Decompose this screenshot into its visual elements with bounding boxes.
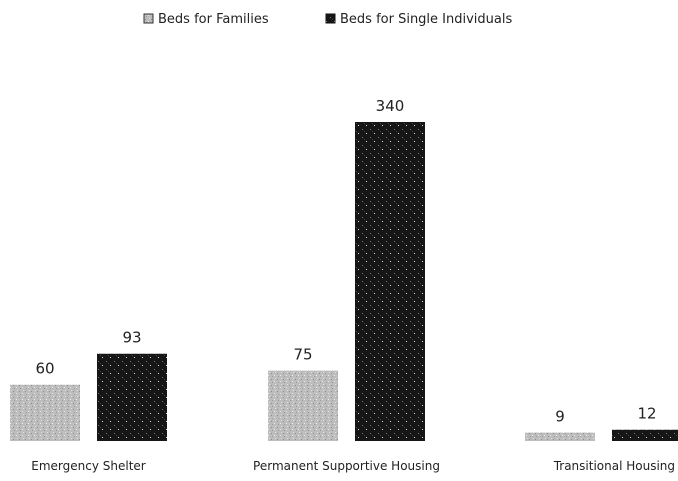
value-label-transitional-housing-families: 9 xyxy=(555,408,565,426)
value-label-emergency-shelter-singles: 93 xyxy=(122,329,141,347)
bar-transitional-housing-singles xyxy=(612,429,678,441)
bar-emergency-shelter-singles xyxy=(97,353,167,441)
value-label-emergency-shelter-families: 60 xyxy=(35,360,54,378)
category-labels: Emergency Shelter Permanent Supportive Ho… xyxy=(31,459,675,473)
value-label-permanent-supportive-housing-families: 75 xyxy=(293,346,312,364)
legend-swatch-singles xyxy=(325,13,336,24)
category-label-emergency-shelter: Emergency Shelter xyxy=(31,459,146,473)
category-label-permanent-supportive-housing: Permanent Supportive Housing xyxy=(253,459,440,473)
bar-permanent-supportive-housing-singles xyxy=(355,122,425,441)
bar-transitional-housing-families xyxy=(525,432,595,441)
bar-permanent-supportive-housing-families xyxy=(268,370,338,441)
value-label-transitional-housing-singles: 12 xyxy=(637,405,656,423)
value-label-permanent-supportive-housing-singles: 340 xyxy=(376,97,405,115)
legend-label-singles: Beds for Single Individuals xyxy=(340,12,512,27)
value-labels: 60 93 75 340 9 12 xyxy=(35,97,656,426)
legend-label-families: Beds for Families xyxy=(158,12,269,27)
category-label-transitional-housing: Transitional Housing xyxy=(553,459,675,473)
legend: Beds for Families Beds for Single Indivi… xyxy=(143,12,512,27)
bar-emergency-shelter-families xyxy=(10,384,80,441)
bars xyxy=(10,122,678,441)
legend-swatch-families xyxy=(143,13,154,24)
